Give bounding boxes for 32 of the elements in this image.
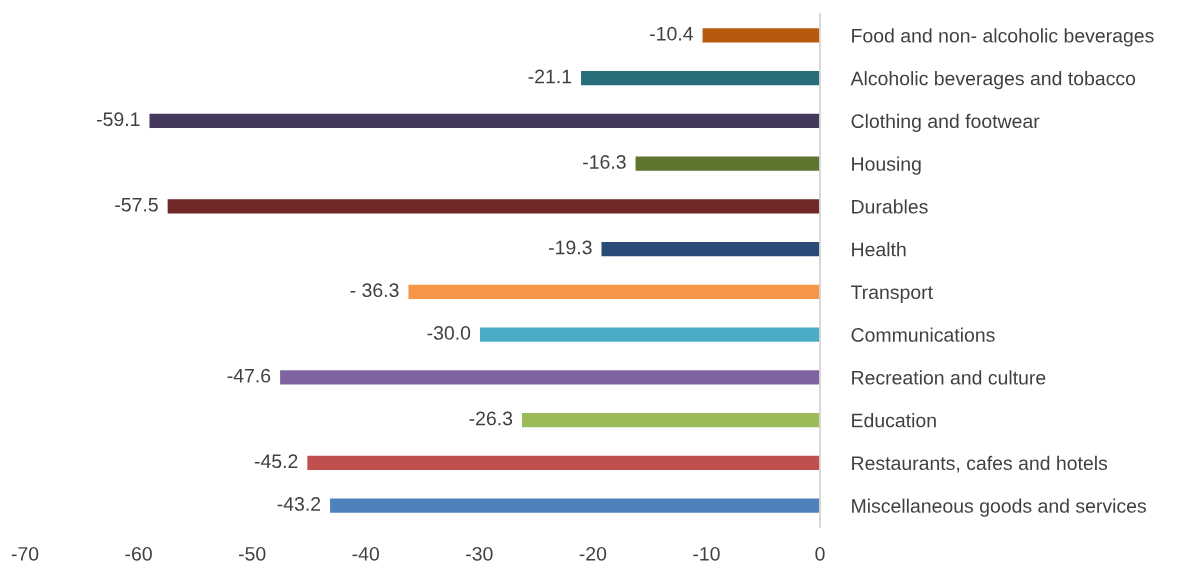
y-tick-label: Recreation and culture <box>852 370 1046 385</box>
x-tick-label: -50 <box>238 546 266 561</box>
data-label: -45.2 <box>254 454 298 469</box>
data-label: -26.3 <box>469 411 513 426</box>
data-label: -59.1 <box>97 112 140 127</box>
x-tick-label: -40 <box>352 546 380 561</box>
data-label: -21.1 <box>528 69 572 84</box>
y-tick-label: Housing <box>852 156 921 175</box>
x-tick-label: -60 <box>125 546 152 561</box>
data-label: -19.3 <box>549 240 592 255</box>
x-tick-label: -10 <box>693 546 720 561</box>
y-tick-label: Alcoholic beverages and tobacco <box>850 71 1136 90</box>
data-label: -30.0 <box>427 326 471 340</box>
y-tick-label: Health <box>852 242 906 257</box>
x-tick-label: 0 <box>815 546 825 561</box>
y-tick-label: Miscellaneous goods and services <box>852 498 1146 517</box>
x-tick-label: -70 <box>11 546 39 561</box>
y-tick-label: Food and non- alcoholic beverages <box>852 28 1154 47</box>
data-label: -43.2 <box>277 497 321 511</box>
y-tick-label: Communications <box>851 327 995 342</box>
y-tick-label: Education <box>852 413 936 428</box>
y-tick-label: Transport <box>850 285 933 303</box>
data-label: -57.5 <box>115 198 158 212</box>
data-label: - 36.3 <box>350 283 399 298</box>
y-tick-label: Clothing and footwear <box>851 113 1040 132</box>
data-label: -16.3 <box>583 155 626 169</box>
y-tick-label: Durables <box>852 199 928 214</box>
y-tick-label: Restaurants, cafes and hotels <box>852 455 1108 473</box>
x-tick-label: -30 <box>466 546 493 561</box>
data-label: -10.4 <box>650 26 693 41</box>
x-tick-label: -20 <box>579 546 607 561</box>
data-label: -47.6 <box>227 368 271 383</box>
